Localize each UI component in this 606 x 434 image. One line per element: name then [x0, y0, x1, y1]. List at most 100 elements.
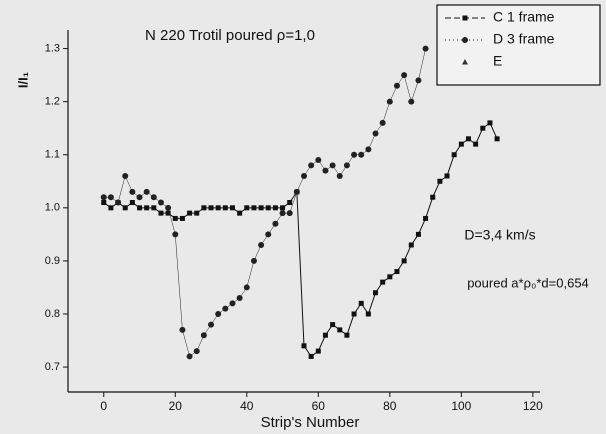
legend-marker — [462, 37, 468, 43]
annotation: D=3,4 km/s — [464, 227, 535, 243]
data-point — [108, 205, 114, 211]
data-point — [423, 215, 429, 221]
data-point — [401, 258, 407, 264]
data-point — [122, 205, 128, 211]
data-point — [258, 205, 264, 211]
data-point — [179, 326, 186, 333]
data-point — [415, 231, 421, 237]
y-tick-label: 1.2 — [45, 96, 60, 108]
x-tick-label: 20 — [169, 399, 183, 413]
y-tick-label: 1.0 — [45, 202, 60, 214]
data-point — [373, 290, 379, 296]
legend-label: D 3 frame — [493, 31, 555, 47]
data-point — [122, 172, 129, 179]
data-point — [473, 141, 479, 147]
data-point — [208, 205, 214, 211]
data-point — [165, 210, 171, 216]
data-point — [415, 77, 422, 84]
data-point — [322, 332, 328, 338]
data-point — [430, 194, 436, 200]
data-point — [487, 120, 493, 126]
data-point — [351, 151, 358, 158]
data-point — [151, 205, 157, 211]
data-point — [229, 205, 235, 211]
data-point — [237, 210, 243, 216]
data-point — [100, 194, 107, 201]
data-point — [172, 215, 178, 221]
data-point — [172, 231, 179, 238]
data-point — [244, 205, 250, 211]
data-point — [480, 125, 486, 131]
data-point — [265, 205, 271, 211]
data-point — [258, 241, 265, 248]
data-point — [408, 242, 414, 248]
data-point — [458, 141, 464, 147]
data-point — [422, 45, 429, 52]
data-point — [330, 322, 336, 328]
data-point — [115, 199, 122, 206]
data-point — [343, 162, 350, 169]
data-point — [179, 215, 185, 221]
data-point — [222, 305, 229, 312]
x-tick-label: 80 — [383, 399, 397, 413]
series-line — [103, 48, 426, 357]
data-point — [379, 119, 386, 126]
data-point — [344, 332, 350, 338]
data-point — [351, 311, 357, 317]
data-point — [287, 200, 293, 206]
data-point — [393, 82, 400, 89]
data-point — [129, 200, 135, 206]
data-point — [215, 310, 222, 317]
data-point — [315, 348, 321, 354]
y-axis-label: I/I₁ — [15, 72, 30, 88]
data-point — [165, 204, 172, 211]
data-point — [280, 205, 286, 211]
data-point — [208, 321, 215, 328]
x-tick-label: 60 — [312, 399, 326, 413]
data-point — [451, 152, 457, 158]
y-tick-label: 0.8 — [45, 308, 60, 320]
data-point — [272, 205, 278, 211]
data-point — [144, 205, 150, 211]
data-point — [394, 269, 400, 275]
data-point — [401, 72, 408, 79]
x-tick-label: 40 — [240, 399, 254, 413]
data-point — [293, 188, 300, 195]
data-point — [101, 200, 107, 206]
y-tick-label: 1.1 — [45, 149, 60, 161]
x-tick-label: 0 — [100, 399, 107, 413]
data-point — [286, 210, 293, 217]
data-point — [358, 300, 364, 306]
legend-marker — [462, 59, 468, 65]
series-line — [103, 122, 498, 358]
data-point — [279, 210, 286, 217]
data-point — [365, 311, 371, 317]
data-point — [494, 136, 500, 142]
legend-label: C 1 frame — [493, 9, 555, 25]
data-point — [251, 205, 257, 211]
data-point — [337, 327, 343, 333]
data-point — [222, 205, 228, 211]
data-point — [143, 188, 150, 195]
data-point — [365, 146, 372, 153]
data-point — [243, 284, 250, 291]
x-tick-label: 120 — [523, 399, 543, 413]
data-point — [187, 210, 193, 216]
data-point — [358, 151, 365, 158]
data-point — [265, 231, 272, 238]
chart-title: N 220 Trotil poured ρ=1,0 — [145, 27, 315, 44]
data-point — [272, 220, 279, 227]
data-point — [437, 178, 443, 184]
data-point — [301, 172, 307, 179]
data-point — [372, 130, 379, 137]
data-point — [408, 98, 415, 105]
data-point — [322, 167, 329, 174]
data-point — [193, 348, 200, 355]
data-point — [200, 332, 207, 339]
data-point — [236, 295, 243, 302]
data-point — [444, 173, 450, 179]
data-point — [308, 353, 314, 359]
data-point — [150, 194, 157, 201]
data-point — [194, 210, 200, 216]
